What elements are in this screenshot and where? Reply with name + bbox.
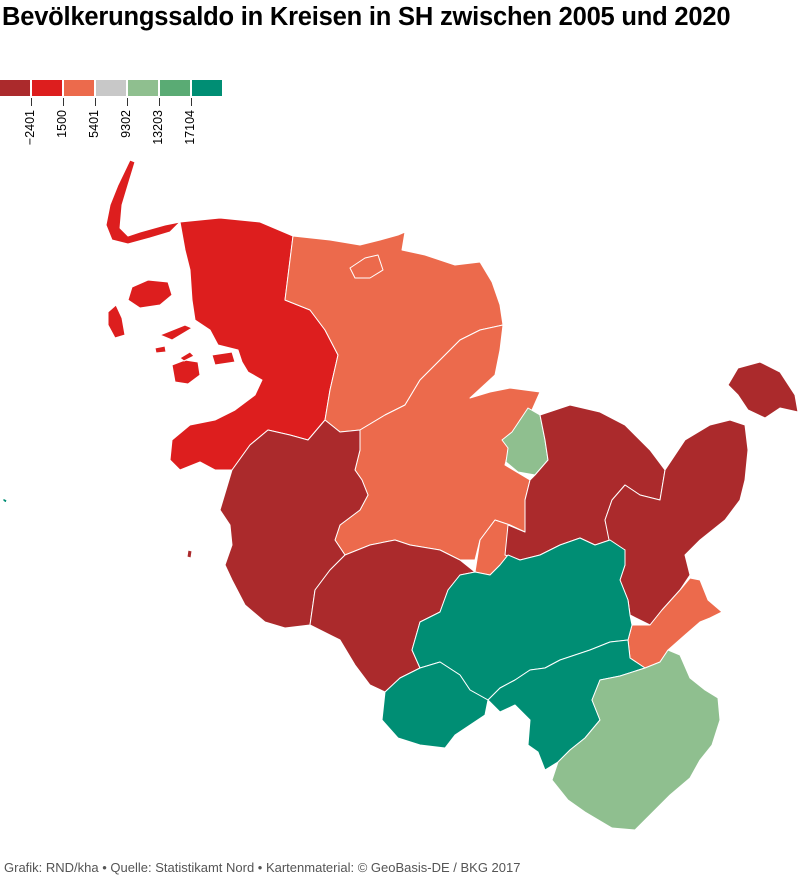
region-nordfriesland-foehr[interactable]: Nordfriesland <box>127 279 173 309</box>
legend-swatch <box>32 80 62 96</box>
region-helgoland[interactable]: Helgoland <box>2 497 8 504</box>
region-nordfriesland-sylt[interactable]: Nordfriesland <box>105 159 181 245</box>
region-ostholstein-fehmarn[interactable]: Ostholstein <box>727 361 799 419</box>
map-legend: −2401 1500 5401 9302 13203 17104 <box>0 80 224 150</box>
region-pinneberg[interactable]: Pinneberg <box>381 661 489 749</box>
legend-swatch <box>64 80 94 96</box>
region-nordfriesland-pellworm[interactable]: Nordfriesland <box>171 359 201 385</box>
legend-tick <box>191 98 192 106</box>
legend-swatch <box>128 80 158 96</box>
region-nordfriesland-hallig1[interactable]: Nordfriesland <box>159 324 193 341</box>
region-herzogtum-lauenburg[interactable]: Herzogtum Lauenburg <box>551 649 721 831</box>
region-nordfriesland-amrum[interactable]: Nordfriesland <box>107 304 126 339</box>
region-nordfriesland-hallig2[interactable]: Nordfriesland <box>154 345 167 354</box>
legend-tick <box>63 98 64 106</box>
legend-swatch <box>160 80 190 96</box>
choropleth-map: Helgoland Dithmarschen Nordfriesland Nor… <box>2 159 799 831</box>
legend-swatch <box>192 80 222 96</box>
chart-title: Bevölkerungssaldo in Kreisen in SH zwisc… <box>2 3 731 31</box>
legend-ticks: −2401 1500 5401 9302 13203 17104 <box>0 96 224 146</box>
legend-swatches <box>0 80 224 96</box>
footer-credits: Grafik: RND/kha • Quelle: Statistikamt N… <box>4 860 521 875</box>
legend-swatch <box>0 80 30 96</box>
region-nordfriesland-hallig4[interactable]: Nordfriesland <box>211 351 236 366</box>
legend-swatch <box>96 80 126 96</box>
region-nordfriesland-hallig3[interactable]: Nordfriesland <box>179 351 195 362</box>
region-dithmarschen-islet[interactable]: Dithmarschen <box>186 549 193 559</box>
legend-tick <box>127 98 128 106</box>
legend-tick <box>31 98 32 106</box>
region-flensburg[interactable]: Flensburg <box>349 254 384 279</box>
legend-tick <box>159 98 160 106</box>
region-dithmarschen[interactable]: Dithmarschen <box>219 419 369 629</box>
legend-tick <box>95 98 96 106</box>
